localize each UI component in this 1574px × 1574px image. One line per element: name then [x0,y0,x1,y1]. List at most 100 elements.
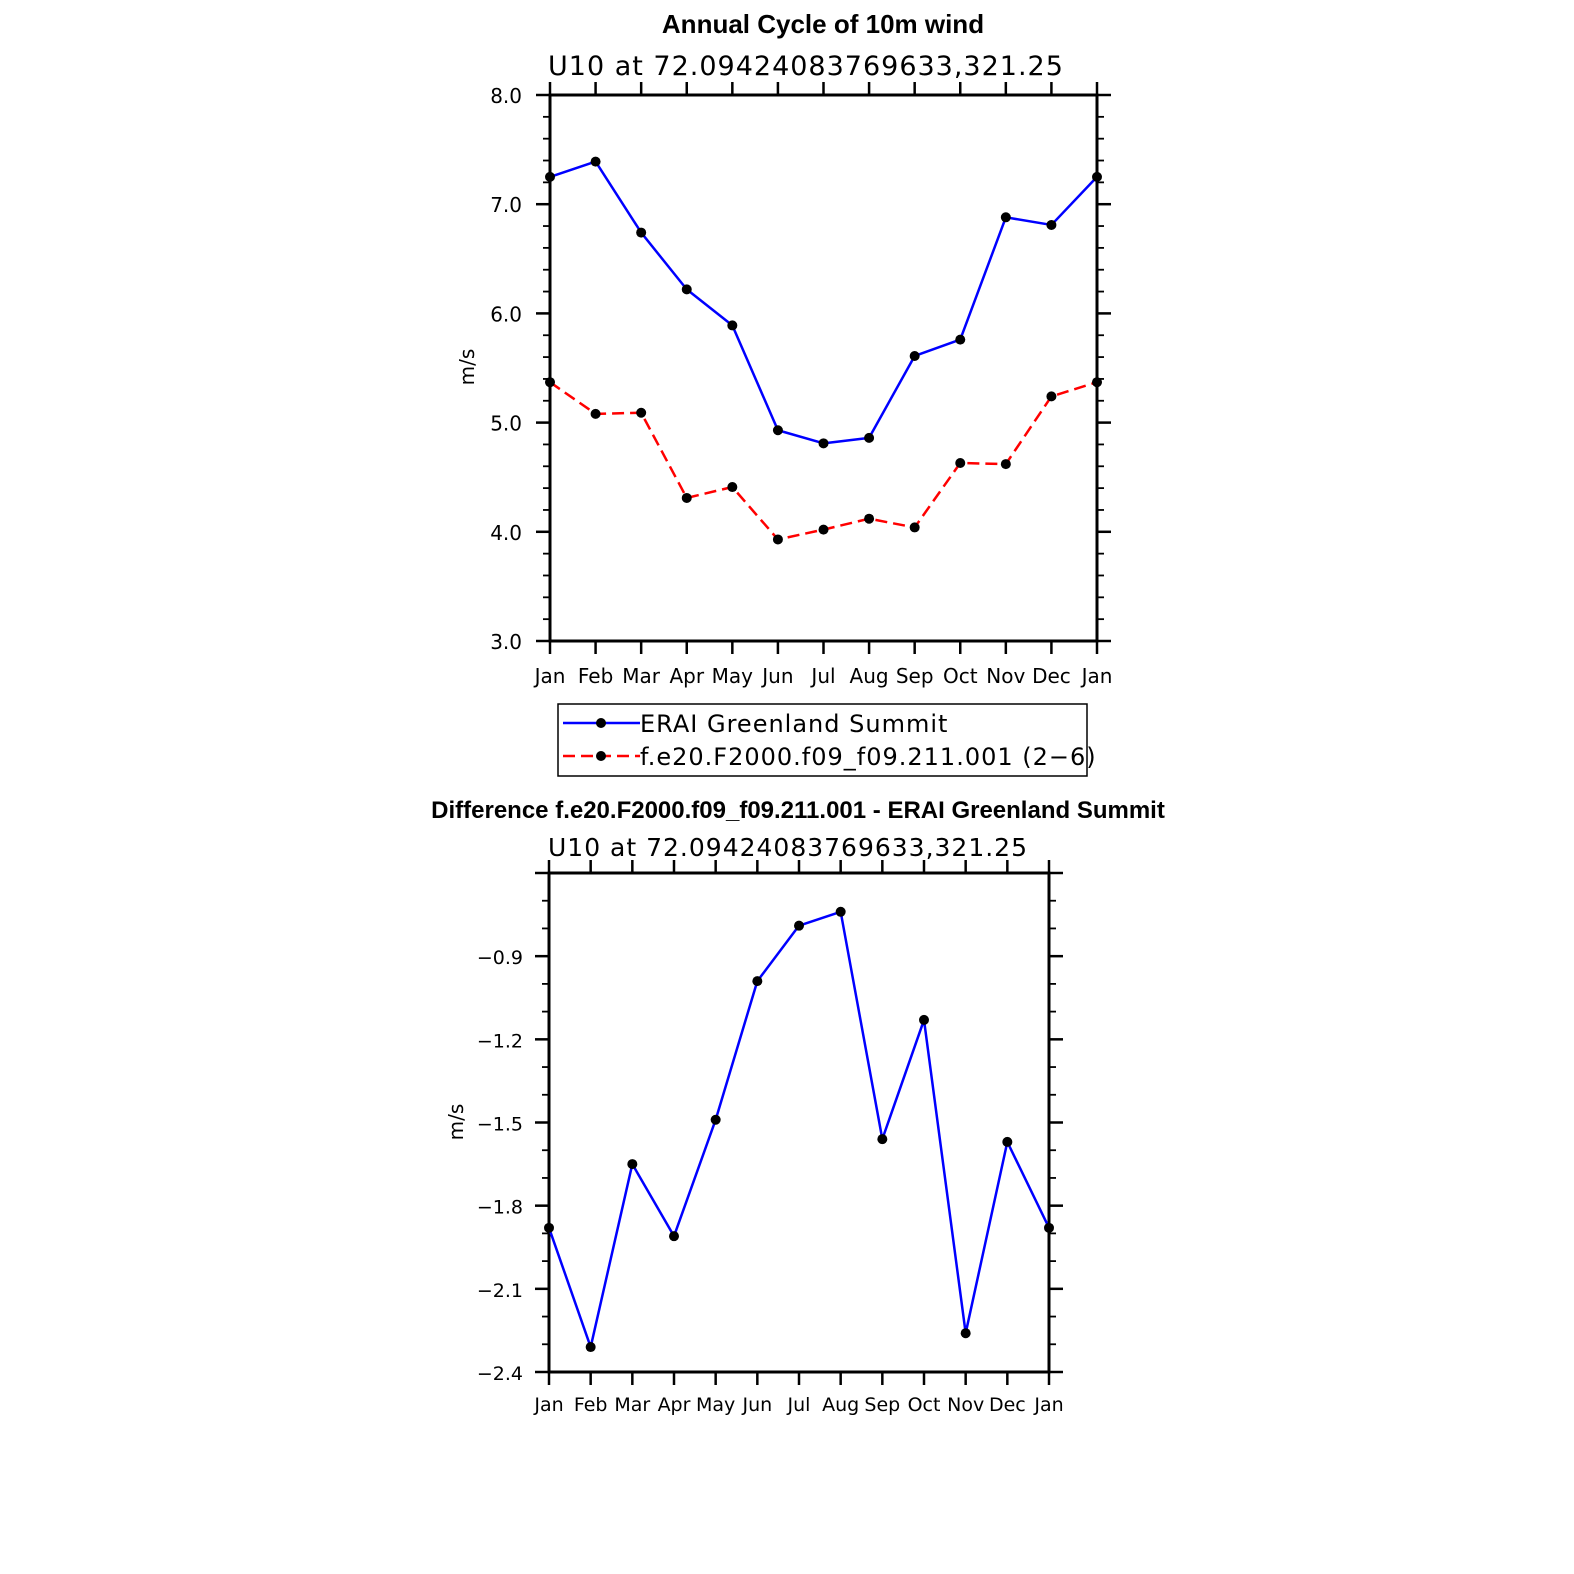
data-point [909,350,920,361]
annual-cycle-chart: Annual Cycle of 10m wind U10 at 72.09424… [455,9,1112,688]
y-tick-label: 6.0 [490,302,522,326]
y-axis-label: m/s [444,1104,468,1141]
x-tick-label: Jan [1080,664,1113,688]
y-tick-label: 7.0 [490,193,522,217]
data-point [1002,1136,1013,1147]
data-point [877,1134,888,1145]
y-tick-label: −1.2 [477,1030,523,1052]
data-point [669,1231,679,1242]
y-axis-label: m/s [455,349,479,386]
x-tick-label: Dec [989,1394,1026,1416]
y-tick-labels: −2.4 −2.1 −1.8 −1.5 −1.2 −0.9 [477,947,523,1385]
data-point [636,227,647,238]
y-tick-label: −1.8 [477,1197,523,1219]
series-group [545,156,1102,545]
data-point [636,407,647,418]
y-tick-label: −0.9 [477,947,523,969]
data-point [835,906,846,917]
data-point [681,492,692,503]
series-line [547,910,1051,1349]
x-tick-label: May [696,1394,735,1416]
chart-subtitle: U10 at 72.09424083769633,321.25 [548,51,1064,82]
y-tick-label: 3.0 [490,630,522,654]
x-tick-label: Dec [1032,664,1071,688]
chart-title: Difference f.e20.F2000.f09_f09.211.001 -… [431,797,1165,824]
x-tick-label: Mar [614,1394,650,1416]
series-line [549,160,1098,445]
x-tick-label: Feb [578,664,613,688]
x-tick-label: Jan [533,664,566,688]
plot-frame [548,93,1099,643]
x-tick-label: Jul [787,1394,811,1416]
x-tick-label: Jan [1033,1394,1063,1416]
x-tick-label: Jun [760,664,793,688]
data-point [752,976,763,987]
x-tick-label: Nov [986,664,1025,688]
series-group [544,906,1054,1353]
x-tick-label: Oct [908,1394,941,1416]
data-point [681,284,692,295]
data-point [864,432,875,443]
y-tick-label: −2.1 [477,1280,523,1302]
series-line [549,381,1098,541]
x-tick-label: Mar [622,664,661,688]
y-tick-label: 4.0 [490,521,522,545]
legend-marker-erai [596,718,606,728]
data-point [710,1114,721,1125]
x-tick-labels: Jan Feb Mar Apr May Jun Jul Aug Sep Oct Nov Dec Jan [533,664,1113,688]
x-tick-label: Apr [658,1394,691,1416]
difference-chart: Difference f.e20.F2000.f09_f09.211.001 -… [431,797,1165,1416]
data-point [818,524,829,535]
data-point [919,1014,929,1025]
x-tick-label: Aug [850,664,889,688]
data-point [772,534,783,545]
x-tick-label: Apr [669,664,704,688]
data-point [727,320,738,331]
x-tick-label: May [712,664,754,688]
legend-box [557,703,1088,777]
x-tick-label: Feb [574,1394,608,1416]
chart-subtitle: U10 at 72.09424083769633,321.25 [548,833,1028,862]
x-tick-labels: Jan Feb Mar Apr May Jun Jul Aug Sep Oct Nov Dec Jan [533,1394,1063,1416]
data-point [1046,391,1057,402]
data-point [772,425,783,436]
legend-marker-model [596,751,606,761]
data-point [1092,171,1102,182]
x-tick-label: Nov [947,1394,984,1416]
data-point [909,522,920,533]
y-tick-labels: 3.0 4.0 5.0 6.0 7.0 8.0 [490,84,522,654]
data-point [960,1328,971,1339]
data-point [590,408,601,419]
x-tick-label: Sep [896,664,934,688]
plot-frame [547,871,1051,1374]
axis-ticks [536,82,1111,654]
data-point [818,438,829,449]
data-point [627,1159,638,1170]
x-tick-label: Jun [741,1394,772,1416]
y-tick-label: 5.0 [490,412,522,436]
y-tick-label: −2.4 [477,1363,523,1385]
data-point [590,156,601,167]
data-point [1046,219,1057,230]
x-tick-label: Jan [533,1394,563,1416]
x-tick-label: Oct [943,664,978,688]
data-point [1092,377,1102,388]
y-tick-label: 8.0 [490,84,522,108]
legend: ERAI Greenland Summit f.e20.F2000.f09_f0… [557,703,1097,777]
legend-label-erai: ERAI Greenland Summit [640,710,948,738]
axis-ticks [535,860,1063,1385]
data-point [1000,212,1011,223]
data-point [955,334,966,345]
legend-label-model: f.e20.F2000.f09_f09.211.001 (2−6) [640,743,1097,771]
data-point [545,171,555,182]
data-point [1000,459,1011,470]
data-point [794,920,804,931]
data-point [955,458,966,469]
data-point [585,1342,596,1353]
data-point [544,1222,554,1233]
data-point [864,513,875,524]
data-point [727,482,738,493]
data-point [545,377,555,388]
x-tick-label: Jul [809,664,835,688]
